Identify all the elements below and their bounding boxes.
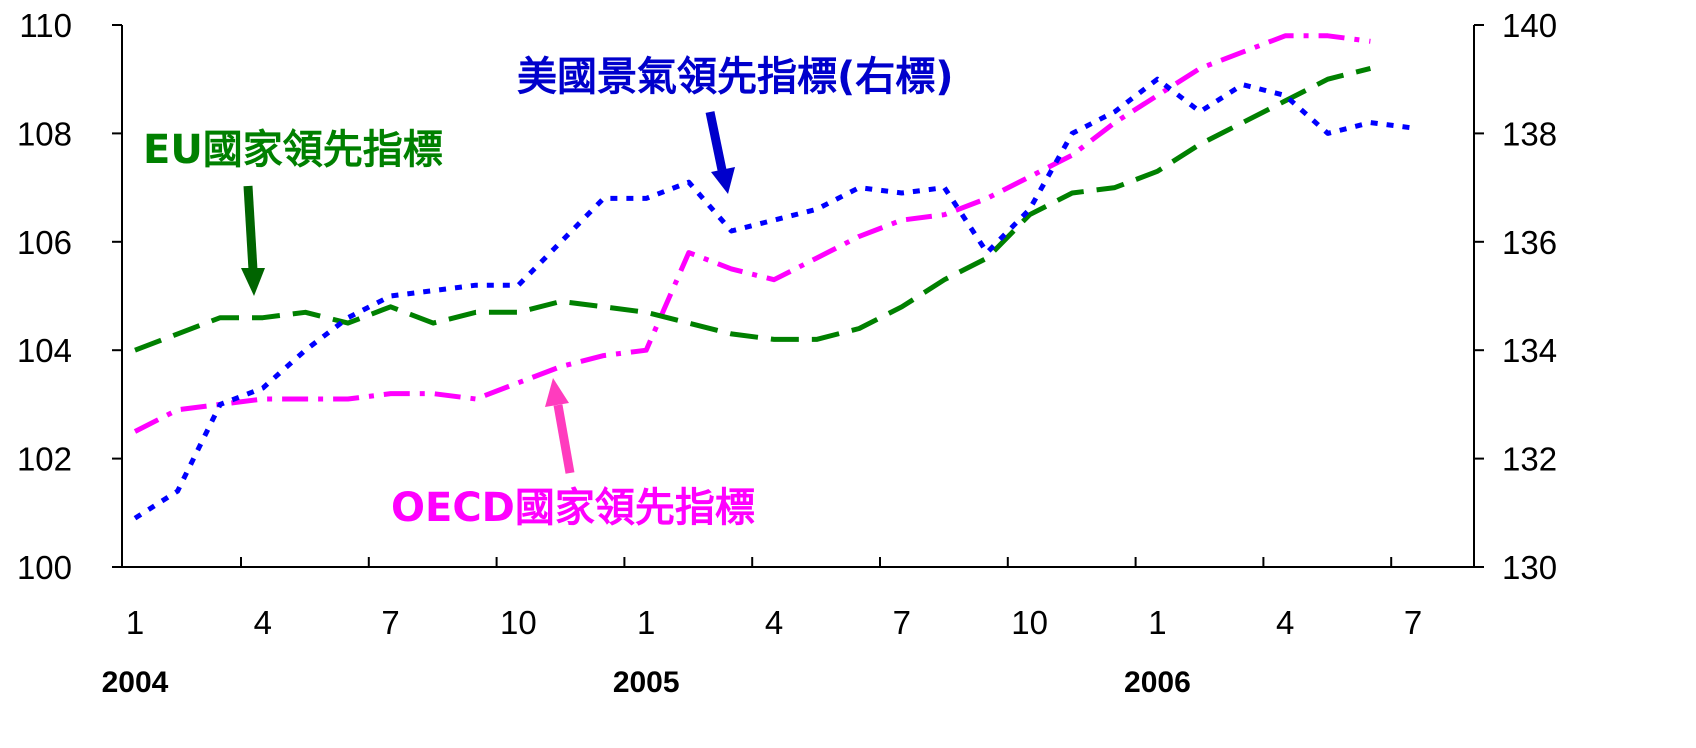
left-tick-label: 102 <box>17 441 72 478</box>
x-tick-label: 7 <box>1404 604 1422 641</box>
right-tick-label: 134 <box>1502 332 1557 369</box>
series-layer <box>133 33 1414 521</box>
x-tick-label: 10 <box>500 604 537 641</box>
oecd-annotation-arrow <box>553 404 575 474</box>
left-tick-label: 100 <box>17 549 72 586</box>
series-line-1 <box>134 65 1372 353</box>
year-label: 2004 <box>102 666 169 699</box>
right-ticks: 130 132 134 136 138 140 <box>1474 7 1557 586</box>
eu-indicator-annotation: EU國家領先指標 <box>143 127 443 173</box>
x-tick-label: 1 <box>637 604 655 641</box>
year-label: 2005 <box>613 666 680 699</box>
left-tick-label: 104 <box>17 332 72 369</box>
axes <box>121 25 1475 568</box>
x-tick-label: 7 <box>893 604 911 641</box>
x-tick-label: 1 <box>126 604 144 641</box>
us-indicator-annotation: 美國景氣領先指標(右標) <box>517 54 954 100</box>
right-tick-label: 136 <box>1502 224 1557 261</box>
left-tick-label: 110 <box>19 7 72 44</box>
left-tick-label: 106 <box>17 224 72 261</box>
x-tick-label: 4 <box>765 604 783 641</box>
left-tick-label: 108 <box>17 115 72 152</box>
right-tick-label: 140 <box>1502 7 1557 44</box>
eu-annotation-arrow <box>243 185 258 271</box>
us-arrowhead-icon <box>711 167 735 194</box>
series-line-2 <box>133 33 1371 434</box>
x-tick-label: 4 <box>254 604 272 641</box>
x-tick-label: 1 <box>1148 604 1166 641</box>
left-ticks: 100 102 104 106 108 110 <box>17 7 122 586</box>
year-label: 2006 <box>1124 666 1191 699</box>
x-ticks: 1 4 7 10 1 4 7 10 1 4 7 2004 2005 2006 <box>102 557 1422 699</box>
oecd-arrowhead-icon <box>545 378 569 407</box>
oecd-indicator-annotation: OECD國家領先指標 <box>391 485 755 531</box>
right-tick-label: 138 <box>1502 115 1557 152</box>
eu-arrowhead-icon <box>241 268 265 296</box>
x-tick-label: 10 <box>1011 604 1048 641</box>
right-tick-label: 132 <box>1502 441 1557 478</box>
x-tick-label: 4 <box>1276 604 1294 641</box>
annotations: 美國景氣領先指標(右標) EU國家領先指標 OECD國家領先指標 <box>143 54 954 531</box>
x-tick-label: 7 <box>381 604 399 641</box>
us-annotation-arrow <box>705 111 727 171</box>
right-tick-label: 130 <box>1502 549 1557 586</box>
